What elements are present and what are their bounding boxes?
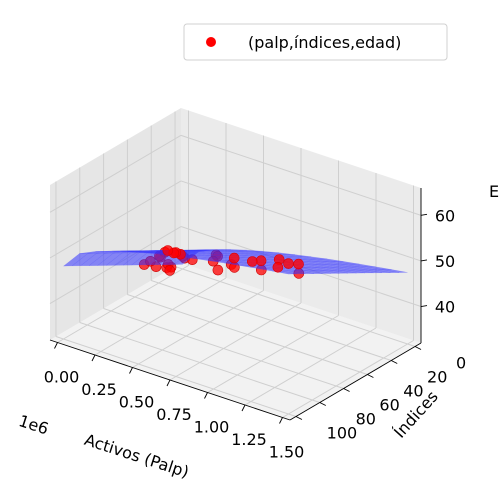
- x-tick: [166, 379, 171, 387]
- y-tick-label: 100: [327, 424, 358, 443]
- grid-x-floor: [57, 265, 189, 343]
- grid-y-floor: [127, 294, 368, 375]
- x-tick: [204, 392, 208, 399]
- z-tick-label: 40: [435, 298, 455, 317]
- scatter-point: [228, 252, 240, 264]
- z-tick: [420, 305, 428, 307]
- legend-marker: [206, 37, 216, 47]
- x-tick: [129, 367, 133, 374]
- side-wall-pane: [50, 108, 181, 340]
- grid-x-floor: [244, 327, 377, 406]
- grid-y-floor: [79, 322, 320, 403]
- y-tick: [414, 346, 422, 350]
- grid-z-back: [180, 180, 422, 262]
- scatter-point: [255, 255, 267, 267]
- x-tick: [279, 417, 283, 424]
- y-tick-label: 20: [427, 368, 447, 387]
- grid-y-floor: [151, 280, 392, 361]
- x-tick-label: 1.25: [231, 430, 267, 449]
- grid-x-floor: [132, 290, 264, 368]
- z-axis-label: E: [489, 182, 499, 201]
- grid-y-floor: [55, 336, 297, 417]
- y-tick-label: 0: [456, 354, 466, 373]
- legend-frame: [183, 23, 448, 61]
- y-tick: [343, 388, 350, 392]
- plot-marks: [62, 245, 408, 279]
- scatter-point: [247, 256, 258, 267]
- grid-z-back: [180, 134, 422, 216]
- x-tick-label: 0.50: [119, 393, 155, 412]
- x-tick-label: 1.00: [194, 418, 230, 437]
- y-tick: [367, 374, 374, 378]
- grid-y-floor: [103, 308, 344, 389]
- x-tick-label: 1.50: [269, 443, 305, 462]
- y-tick: [319, 402, 326, 406]
- grid-x-floor: [282, 340, 414, 418]
- axis-ticks: 0.000.250.500.751.001.251.50020406080100…: [44, 206, 466, 461]
- y-tick-label: 80: [356, 410, 376, 429]
- grid-x-floor: [169, 302, 302, 381]
- grid-x-floor: [207, 315, 339, 393]
- grid-lines: [49, 110, 422, 418]
- z-tick-label: 60: [435, 206, 455, 225]
- z-tick: [420, 259, 428, 262]
- x-tick: [241, 404, 246, 412]
- x-tick: [54, 342, 58, 349]
- y-tick-label: 40: [403, 382, 423, 401]
- x-tick: [91, 354, 96, 362]
- y-axis-line: [289, 342, 422, 421]
- scatter-point: [212, 264, 224, 276]
- x-axis-label: Activos (Palp): [82, 430, 191, 482]
- x-tick-label: 0.00: [44, 368, 80, 387]
- grid-z-side: [49, 180, 182, 259]
- y-tick-label: 60: [379, 396, 399, 415]
- z-tick-label: 50: [435, 252, 455, 271]
- grid-y-floor: [174, 266, 416, 347]
- scatter-point: [283, 258, 294, 269]
- y-tick: [295, 416, 303, 420]
- x-tick-label: 0.25: [81, 380, 117, 399]
- scatter-point: [164, 265, 176, 276]
- grid-x-floor: [94, 277, 227, 356]
- legend-label: (palp,índices,edad): [248, 33, 401, 52]
- y-tick: [391, 360, 398, 364]
- z-tick: [420, 213, 428, 216]
- scatter-point: [293, 258, 304, 270]
- scatter-point: [162, 245, 174, 256]
- scatter-point: [272, 261, 284, 273]
- x-offset-text: 1e6: [16, 411, 51, 438]
- legend: (palp,índices,edad): [183, 23, 448, 61]
- grid-z-side: [49, 134, 182, 213]
- x-tick-label: 0.75: [156, 405, 192, 424]
